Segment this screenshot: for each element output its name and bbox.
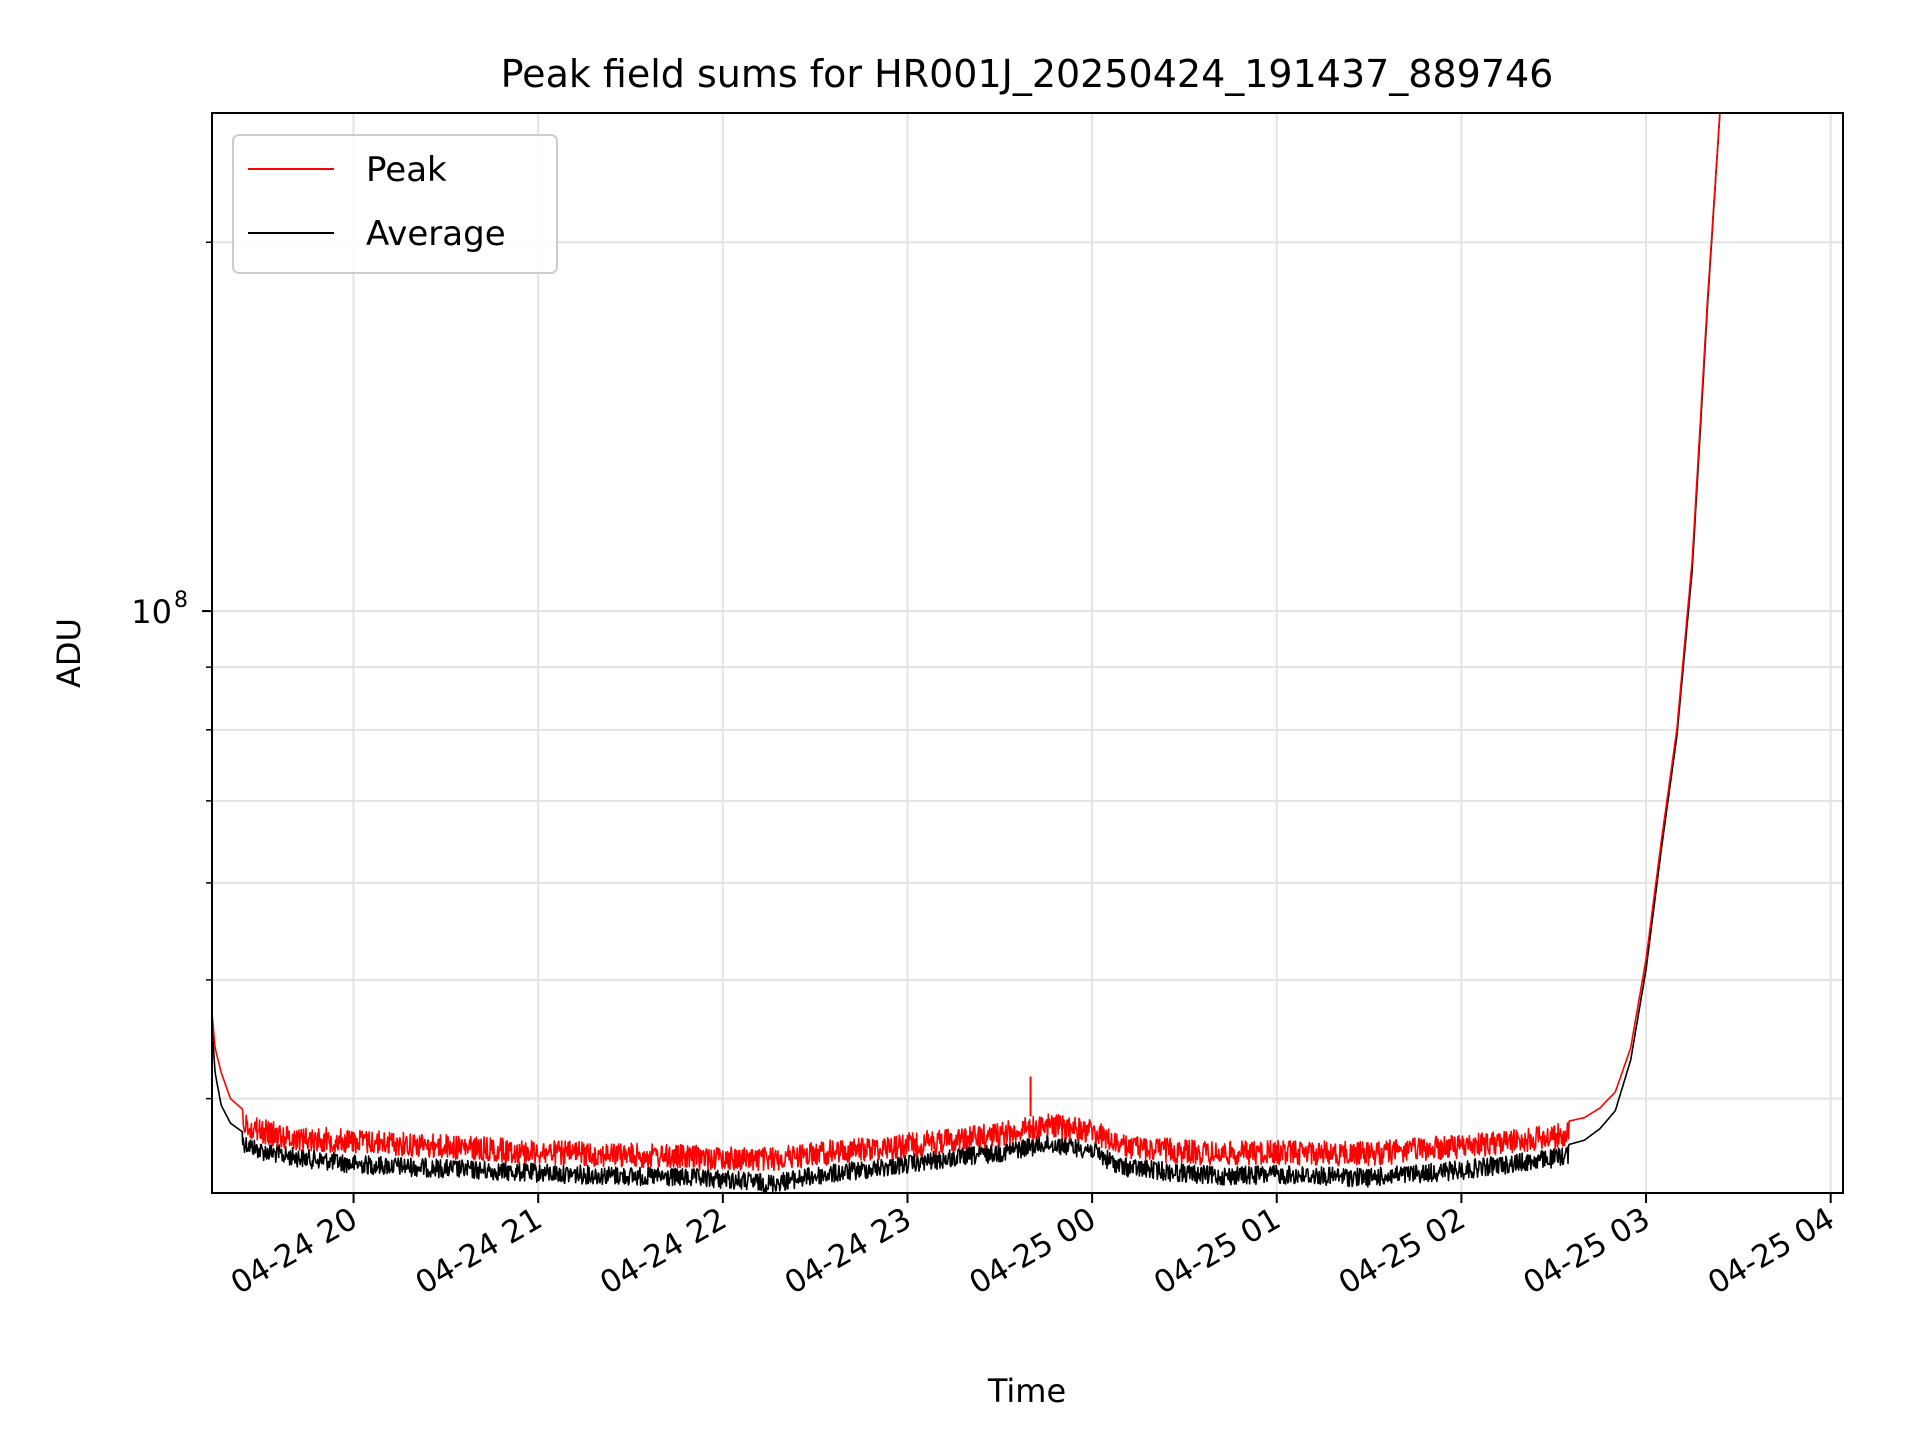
y-tick-label: 10 [131,593,172,631]
legend-label-peak: Peak [366,150,447,190]
x-axis-label: Time [987,1372,1066,1410]
series-peak-line [212,113,1721,1172]
legend-label-average: Average [366,214,506,254]
plot-frame [211,112,1844,1194]
series-layer [212,113,1721,1193]
y-tick-label-exponent: 8 [174,588,188,613]
y-axis-label: ADU [50,618,88,688]
chart-title: Peak field sums for HR001J_20250424_1914… [501,52,1554,96]
grid-layer [212,113,1843,1193]
series-average-line [212,113,1721,1193]
legend: Peak Average [232,134,558,274]
